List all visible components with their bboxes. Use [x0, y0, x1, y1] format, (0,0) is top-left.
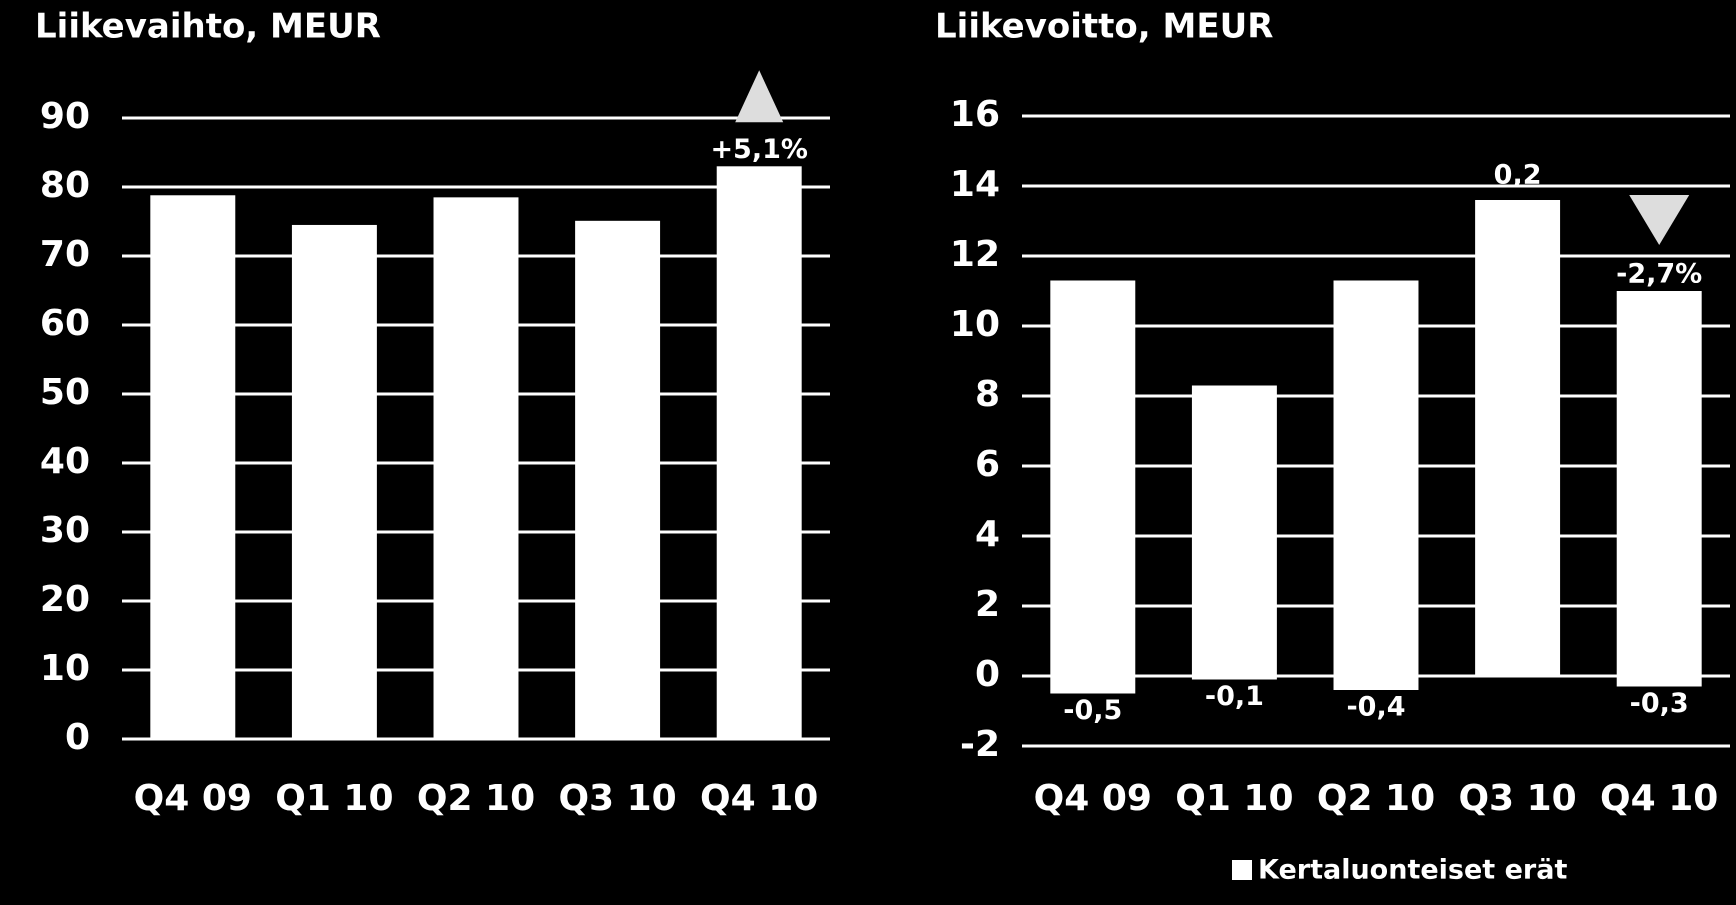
bar [1333, 280, 1419, 676]
y-tick-label: 50 [40, 372, 90, 413]
bar [1475, 207, 1561, 676]
y-tick-label: -2 [960, 724, 1000, 765]
trend-arrow [1629, 195, 1690, 245]
x-tick-label: Q4 10 [700, 778, 818, 819]
y-tick-label: 0 [65, 717, 90, 758]
y-tick-label: 14 [950, 164, 1000, 205]
bar [1333, 676, 1419, 690]
y-tick-label: 30 [40, 510, 90, 551]
x-tick-label: Q1 10 [1175, 778, 1293, 819]
value-label: -0,5 [1063, 695, 1122, 726]
y-tick-label: 90 [40, 96, 90, 137]
y-tick-label: 10 [40, 648, 90, 689]
annotation: -2,7% [1616, 259, 1702, 290]
chart-title: Liikevaihto, MEUR [35, 7, 381, 47]
y-tick-label: 2 [975, 584, 1000, 625]
annotation: +5,1% [710, 134, 808, 165]
x-tick-label: Q2 10 [417, 778, 535, 819]
y-tick-label: 60 [40, 303, 90, 344]
x-tick-label: Q2 10 [1317, 778, 1435, 819]
bar [575, 220, 661, 739]
value-label: -0,4 [1346, 692, 1405, 723]
value-label: 0,2 [1494, 160, 1542, 191]
legend-swatch [1232, 860, 1252, 880]
legend-label: Kertaluonteiset erät [1258, 855, 1567, 886]
trend-arrow [735, 70, 784, 123]
bar [433, 197, 519, 740]
bar [1475, 200, 1561, 207]
bar [1616, 291, 1702, 676]
x-tick-label: Q4 09 [1034, 778, 1152, 819]
bar [1616, 676, 1702, 687]
y-tick-label: 70 [40, 234, 90, 275]
bar [1191, 385, 1277, 676]
y-tick-label: 40 [40, 441, 90, 482]
y-tick-label: 4 [975, 514, 1000, 555]
value-label: -0,1 [1205, 681, 1264, 712]
bar [716, 166, 802, 740]
y-tick-label: 80 [40, 165, 90, 206]
bar [1050, 676, 1136, 694]
x-tick-label: Q3 10 [558, 778, 676, 819]
y-tick-label: 12 [950, 234, 1000, 275]
x-tick-label: Q4 09 [134, 778, 252, 819]
x-tick-label: Q3 10 [1458, 778, 1576, 819]
y-tick-label: 20 [40, 579, 90, 620]
value-label: -0,3 [1630, 688, 1689, 719]
y-tick-label: 8 [975, 374, 1000, 415]
y-tick-label: 16 [950, 94, 1000, 135]
x-tick-label: Q1 10 [275, 778, 393, 819]
chart-title: Liikevoitto, MEUR [935, 7, 1273, 47]
bar [1050, 280, 1136, 676]
y-tick-label: 0 [975, 654, 1000, 695]
y-tick-label: 6 [975, 444, 1000, 485]
x-tick-label: Q4 10 [1600, 778, 1718, 819]
bar [150, 195, 236, 739]
y-tick-label: 10 [950, 304, 1000, 345]
bar [291, 224, 377, 739]
bar [1191, 676, 1277, 680]
